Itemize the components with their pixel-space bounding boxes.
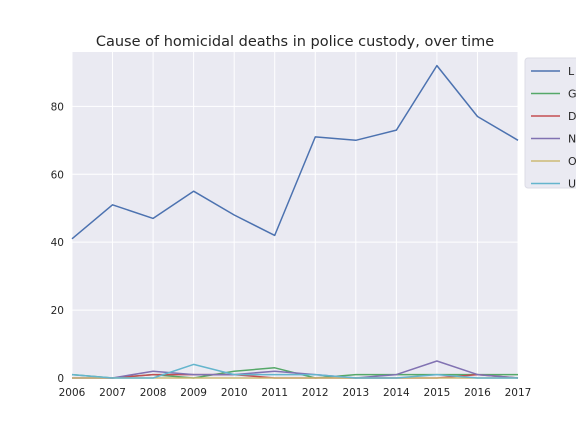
x-tick-label: 2017	[505, 387, 532, 399]
legend-label-O: O	[568, 155, 576, 168]
y-axis-ticks: 0 20 40 60 80	[51, 101, 64, 385]
y-tick-label: 0	[57, 373, 64, 385]
x-tick-label: 2007	[99, 387, 126, 399]
y-tick-label: 20	[51, 305, 64, 317]
legend-label-L: L	[568, 65, 575, 78]
x-tick-label: 2008	[140, 387, 167, 399]
x-tick-label: 2016	[464, 387, 491, 399]
series-line-U	[71, 363, 518, 379]
y-tick-label: 60	[51, 169, 64, 181]
series-line-L	[71, 64, 519, 240]
x-tick-label: 2011	[261, 387, 288, 399]
plot-area	[72, 52, 518, 378]
grid	[71, 52, 519, 379]
x-tick-label: 2009	[180, 387, 207, 399]
legend-label-N: N	[568, 133, 576, 146]
series-line-N	[72, 360, 519, 379]
x-tick-label: 2014	[383, 387, 410, 399]
x-tick-label: 2015	[424, 387, 451, 399]
y-tick-label: 40	[51, 237, 64, 249]
y-tick-label: 80	[51, 101, 64, 113]
x-tick-label: 2012	[302, 387, 329, 399]
legend-label-D: D	[568, 110, 576, 123]
x-tick-label: 2006	[59, 387, 86, 399]
legend-label-U: U	[568, 178, 576, 191]
x-axis-ticks: 2006 2007 2008 2009 2010 2011 2012 2013 2014 2015…	[59, 387, 532, 399]
x-tick-label: 2010	[221, 387, 248, 399]
legend-box	[524, 57, 576, 189]
chart-title: Cause of homicidal deaths in police cust…	[96, 34, 494, 50]
legend-label-G: G	[568, 88, 576, 101]
x-tick-label: 2013	[342, 387, 369, 399]
series-lines	[71, 64, 519, 379]
